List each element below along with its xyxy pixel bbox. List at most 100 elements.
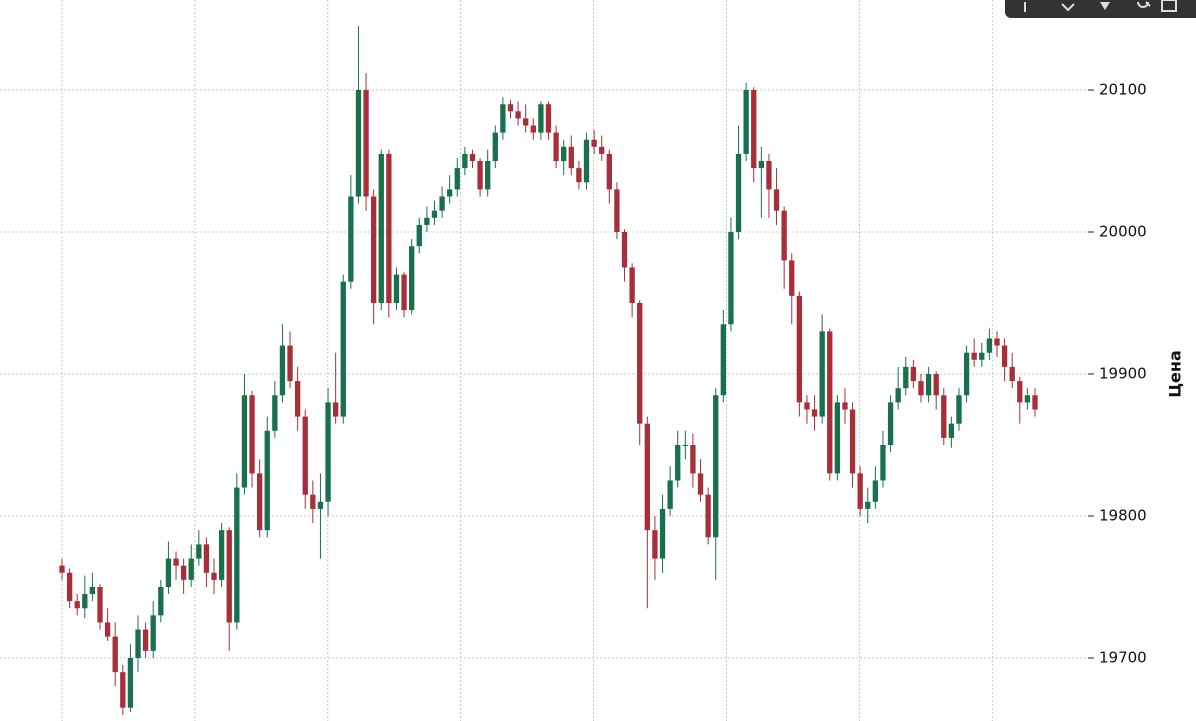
candle-body [302, 416, 308, 495]
candle-body [173, 558, 179, 566]
candle-body [963, 352, 970, 396]
candle-body [576, 168, 582, 183]
candle-body [188, 558, 194, 580]
candle-body [933, 373, 939, 396]
candle-body [340, 281, 346, 417]
candle-body [59, 565, 65, 573]
candle-body [104, 622, 111, 637]
candle-body [332, 402, 339, 417]
candle-body [842, 402, 848, 410]
candle-body [211, 572, 217, 580]
candle-body [1009, 366, 1015, 382]
candle-body [241, 395, 248, 488]
toolbar-icon[interactable] [1137, 1, 1151, 8]
candle-body [355, 90, 362, 197]
candle-body [287, 345, 293, 382]
candle-body [142, 629, 149, 651]
candle-body [1001, 345, 1008, 367]
candle-body [781, 210, 787, 261]
candle-body [294, 381, 301, 417]
candle-body [196, 544, 202, 559]
candle-body [363, 90, 369, 197]
candle-body [644, 423, 650, 531]
y-tick-label: 20000 [1099, 223, 1147, 241]
toolbar [1005, 0, 1196, 18]
candle-body [971, 352, 977, 360]
y-tick-label: 19900 [1099, 364, 1147, 382]
candle-body [986, 338, 993, 353]
candle-body [393, 274, 400, 303]
candle-body [1024, 395, 1031, 403]
candle-body [150, 615, 156, 651]
candle-body [424, 217, 430, 225]
candle-body [409, 246, 415, 311]
candle-body [682, 444, 688, 446]
candle-body [834, 402, 841, 474]
candle-body [887, 402, 894, 445]
candle-body [819, 331, 825, 417]
candle-body [447, 189, 453, 197]
candle-body [378, 153, 384, 303]
candle-body [310, 494, 316, 509]
toolbar-icon[interactable] [1161, 0, 1177, 12]
candle-body [127, 657, 134, 708]
candle-body [849, 409, 856, 474]
candle-body [751, 90, 757, 169]
candle-body [226, 530, 232, 623]
candle-body [454, 168, 460, 190]
candle-body [530, 125, 536, 133]
candle-body [956, 395, 962, 424]
candle-body [591, 139, 597, 147]
candle-body [690, 444, 696, 474]
candle-body [135, 629, 141, 658]
candle-body [1032, 395, 1038, 410]
candle-body [675, 444, 681, 481]
candle-body [120, 672, 126, 708]
candle-body [272, 395, 278, 431]
candle-body [568, 146, 574, 169]
candle-body [264, 430, 270, 531]
candle-body [804, 402, 810, 410]
candle-body [720, 324, 726, 396]
candle-body [667, 480, 673, 509]
candle-body [218, 530, 225, 580]
candle-body [256, 473, 263, 531]
candle-body [249, 395, 255, 474]
candle-body [796, 295, 803, 403]
candle-body [89, 586, 96, 595]
candle-body [941, 395, 947, 438]
candle-body [925, 373, 932, 396]
candle-body [523, 118, 529, 126]
candle-body [469, 153, 476, 162]
candle-body [158, 586, 164, 616]
candle-body [203, 544, 210, 573]
candle-body [705, 494, 711, 538]
candle-body [97, 586, 103, 623]
candle-body [348, 196, 354, 282]
candle-body [492, 132, 498, 162]
candle-body [515, 111, 521, 119]
y-tick-label: 19700 [1099, 648, 1147, 666]
candle-body [652, 530, 658, 559]
toolbar-icon[interactable] [1061, 3, 1075, 12]
candle-body [773, 189, 780, 211]
candle-body [386, 153, 392, 303]
candle-body [180, 565, 187, 580]
candle-body [462, 153, 468, 169]
candle-body [485, 161, 491, 190]
toolbar-icon[interactable] [1100, 2, 1110, 10]
candle-body [857, 473, 863, 509]
candle-body [743, 90, 749, 154]
candle-body [477, 161, 483, 190]
candle-body [629, 267, 635, 303]
candle-body [66, 572, 73, 602]
candle-body [439, 196, 445, 211]
candle-body [165, 558, 172, 587]
candle-body [880, 444, 886, 481]
y-tick-label: 19800 [1099, 506, 1147, 524]
y-axis-label: Цена [1166, 350, 1185, 398]
candle-body [621, 232, 628, 268]
y-tick-label: 20100 [1099, 81, 1147, 99]
